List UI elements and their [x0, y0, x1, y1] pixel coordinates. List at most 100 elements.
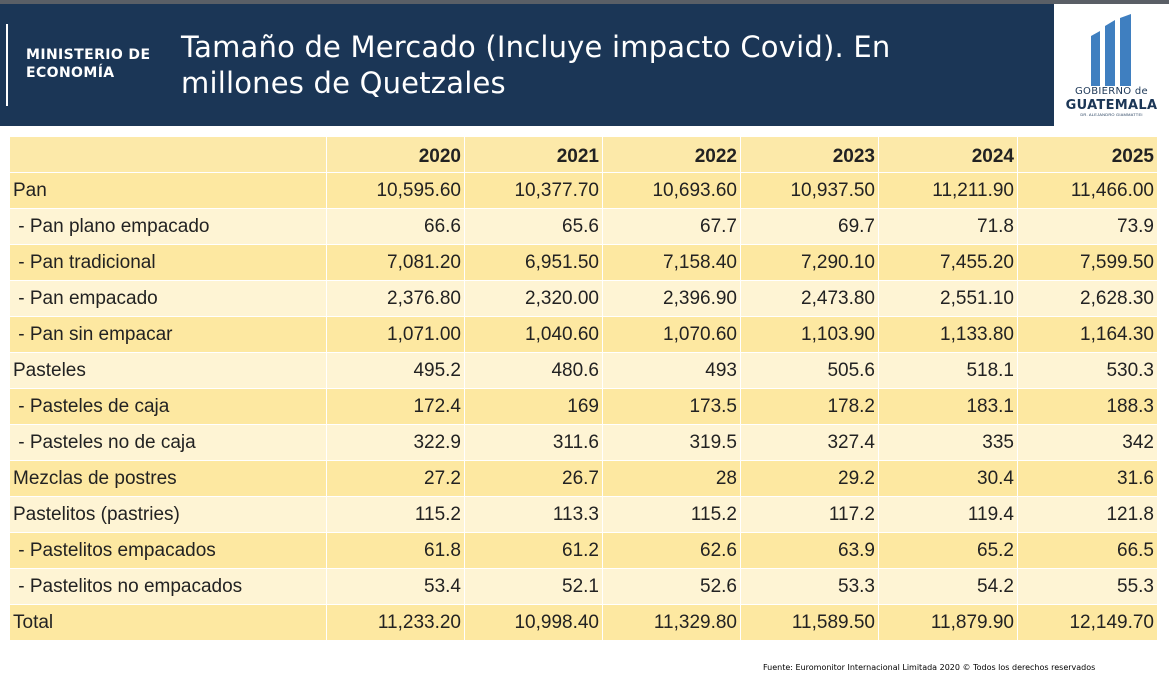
cell-value-2023: 505.6	[740, 352, 879, 389]
cell-value-2020: 7,081.20	[326, 244, 465, 281]
cell-value-2021: 311.6	[464, 424, 603, 461]
cell-value-2023: 63.9	[740, 532, 879, 569]
header-corner	[9, 136, 327, 173]
ministry-line-2: ECONOMÍA	[26, 65, 115, 81]
page-title: Tamaño de Mercado (Incluye impacto Covid…	[181, 29, 1001, 101]
cell-value-2023: 178.2	[740, 388, 879, 425]
cell-value-2025: 121.8	[1017, 496, 1158, 533]
cell-value-2025: 55.3	[1017, 568, 1158, 605]
cell-value-2023: 53.3	[740, 568, 879, 605]
table-row: Pasteles 495.2 480.6 493 505.6 518.1 530.3	[9, 352, 1158, 389]
row-label: - Pasteles no de caja	[9, 424, 327, 461]
cell-value-2025: 11,466.00	[1017, 172, 1158, 209]
row-label: - Pan sin empacar	[9, 316, 327, 353]
cell-value-2021: 6,951.50	[464, 244, 603, 281]
logo-text-subtitle: DR. ALEJANDRO GIAMMATTEI	[1080, 112, 1143, 117]
table-header-row: 2020 2021 2022 2023 2024 2025	[9, 136, 1158, 173]
ministry-label: MINISTERIO DE ECONOMÍA	[26, 46, 166, 82]
cell-value-2021: 169	[464, 388, 603, 425]
cell-value-2023: 7,290.10	[740, 244, 879, 281]
year-header-2022: 2022	[602, 136, 741, 173]
cell-value-2022: 52.6	[602, 568, 741, 605]
table-row: - Pastelitos empacados 61.8 61.2 62.6 63.9 65…	[9, 532, 1158, 569]
cell-value-2025: 66.5	[1017, 532, 1158, 569]
cell-value-2022: 1,070.60	[602, 316, 741, 353]
cell-value-2024: 2,551.10	[878, 280, 1018, 317]
cell-value-2020: 66.6	[326, 208, 465, 245]
cell-value-2025: 7,599.50	[1017, 244, 1158, 281]
row-label: - Pan tradicional	[9, 244, 327, 281]
year-header-2023: 2023	[740, 136, 879, 173]
row-label: - Pan empacado	[9, 280, 327, 317]
ministry-line-1: MINISTERIO DE	[26, 47, 151, 63]
cell-value-2020: 11,233.20	[326, 604, 465, 641]
table-row: - Pan tradicional 7,081.20 6,951.50 7,158.4…	[9, 244, 1158, 281]
cell-value-2021: 26.7	[464, 460, 603, 497]
cell-value-2025: 1,164.30	[1017, 316, 1158, 353]
cell-value-2021: 113.3	[464, 496, 603, 533]
logo-text-gobierno: GOBIERNO de	[1074, 86, 1149, 97]
table-body: Pan 10,595.60 10,377.70 10,693.60 10,937.50 1…	[9, 172, 1158, 641]
table-row-total: Total 11,233.20 10,998.40 11,329.80 11,589.5…	[9, 604, 1158, 641]
row-label: - Pastelitos no empacados	[9, 568, 327, 605]
cell-value-2022: 115.2	[602, 496, 741, 533]
cell-value-2025: 73.9	[1017, 208, 1158, 245]
row-label: Mezclas de postres	[9, 460, 327, 497]
cell-value-2023: 10,937.50	[740, 172, 879, 209]
row-label: Pastelitos (pastries)	[9, 496, 327, 533]
cell-value-2025: 342	[1017, 424, 1158, 461]
cell-value-2024: 11,211.90	[878, 172, 1018, 209]
table-row: Pastelitos (pastries) 115.2 113.3 115.2 117.…	[9, 496, 1158, 533]
header-divider	[6, 24, 8, 106]
year-header-2024: 2024	[878, 136, 1018, 173]
cell-value-2025: 188.3	[1017, 388, 1158, 425]
row-label: Pan	[9, 172, 327, 209]
table-row: - Pasteles de caja 172.4 169 173.5 178.2 183.…	[9, 388, 1158, 425]
cell-value-2024: 30.4	[878, 460, 1018, 497]
title-line-1: Tamaño de Mercado (Incluye impacto Covid…	[181, 30, 891, 64]
gobierno-guatemala-logo: GOBIERNO de GUATEMALA DR. ALEJANDRO GIAM…	[1054, 4, 1169, 126]
cell-value-2025: 31.6	[1017, 460, 1158, 497]
cell-value-2020: 53.4	[326, 568, 465, 605]
cell-value-2024: 54.2	[878, 568, 1018, 605]
cell-value-2020: 27.2	[326, 460, 465, 497]
table-row: - Pastelitos no empacados 53.4 52.1 52.6 53.…	[9, 568, 1158, 605]
source-note: Fuente: Euromonitor Internacional Limita…	[763, 663, 1096, 672]
cell-value-2023: 69.7	[740, 208, 879, 245]
year-header-2021: 2021	[464, 136, 603, 173]
cell-value-2025: 12,149.70	[1017, 604, 1158, 641]
cell-value-2023: 1,103.90	[740, 316, 879, 353]
cell-value-2023: 2,473.80	[740, 280, 879, 317]
cell-value-2021: 1,040.60	[464, 316, 603, 353]
cell-value-2021: 10,998.40	[464, 604, 603, 641]
cell-value-2024: 71.8	[878, 208, 1018, 245]
cell-value-2021: 480.6	[464, 352, 603, 389]
table-row: - Pasteles no de caja 322.9 311.6 319.5 327.…	[9, 424, 1158, 461]
cell-value-2022: 28	[602, 460, 741, 497]
slide-header: MINISTERIO DE ECONOMÍA Tamaño de Mercado…	[0, 4, 1054, 126]
cell-value-2022: 11,329.80	[602, 604, 741, 641]
top-border	[0, 0, 1169, 4]
title-line-2: millones de Quetzales	[181, 66, 506, 100]
cell-value-2023: 117.2	[740, 496, 879, 533]
cell-value-2020: 61.8	[326, 532, 465, 569]
cell-value-2025: 2,628.30	[1017, 280, 1158, 317]
cell-value-2020: 322.9	[326, 424, 465, 461]
cell-value-2023: 29.2	[740, 460, 879, 497]
cell-value-2020: 495.2	[326, 352, 465, 389]
row-label: - Pasteles de caja	[9, 388, 327, 425]
table-row: Pan 10,595.60 10,377.70 10,693.60 10,937.50 1…	[9, 172, 1158, 209]
cell-value-2024: 11,879.90	[878, 604, 1018, 641]
cell-value-2023: 11,589.50	[740, 604, 879, 641]
cell-value-2021: 65.6	[464, 208, 603, 245]
cell-value-2024: 335	[878, 424, 1018, 461]
cell-value-2022: 7,158.40	[602, 244, 741, 281]
year-header-2020: 2020	[326, 136, 465, 173]
cell-value-2020: 10,595.60	[326, 172, 465, 209]
cell-value-2023: 327.4	[740, 424, 879, 461]
cell-value-2022: 2,396.90	[602, 280, 741, 317]
cell-value-2025: 530.3	[1017, 352, 1158, 389]
table-row: - Pan empacado 2,376.80 2,320.00 2,396.90 2,…	[9, 280, 1158, 317]
table-row: Mezclas de postres 27.2 26.7 28 29.2 30.4 31.6	[9, 460, 1158, 497]
row-label: - Pan plano empacado	[9, 208, 327, 245]
